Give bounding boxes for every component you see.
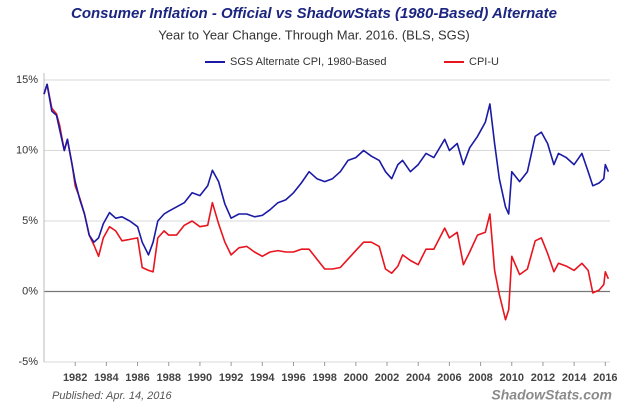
x-tick-label: 1988 [156,372,180,384]
x-tick-label: 1990 [188,372,212,384]
chart-title: Consumer Inflation - Official vs ShadowS… [71,5,557,22]
x-tick-label: 2006 [437,372,461,384]
y-tick-label: 10% [16,144,38,156]
x-tick-label: 2002 [375,372,399,384]
x-tick-label: 1992 [219,372,243,384]
series-line [43,83,610,321]
y-tick-label: 15% [16,74,38,86]
series-line [43,83,610,256]
x-tick-label: 2016 [593,372,617,384]
x-tick-label: 2004 [406,372,431,384]
x-tick-label: 2010 [500,372,524,384]
x-tick-label: 2014 [562,372,587,384]
x-tick-label: 1986 [125,372,149,384]
x-tick-label: 1996 [281,372,305,384]
y-tick-label: 0% [22,285,38,297]
legend-label: SGS Alternate CPI, 1980-Based [230,56,387,68]
x-tick-label: 1982 [63,372,87,384]
y-tick-label: 5% [22,215,38,227]
x-tick-label: 2012 [531,372,555,384]
x-tick-label: 1998 [312,372,336,384]
chart-subtitle: Year to Year Change. Through Mar. 2016. … [158,27,469,42]
x-tick-label: 1994 [250,372,275,384]
x-tick-label: 2008 [468,372,492,384]
legend-label: CPI-U [469,56,499,68]
x-tick-label: 1984 [94,372,119,384]
y-tick-label: -5% [18,356,38,368]
footnote: Published: Apr. 14, 2016 [52,390,173,402]
watermark: ShadowStats.com [491,387,612,403]
x-tick-label: 2000 [344,372,368,384]
